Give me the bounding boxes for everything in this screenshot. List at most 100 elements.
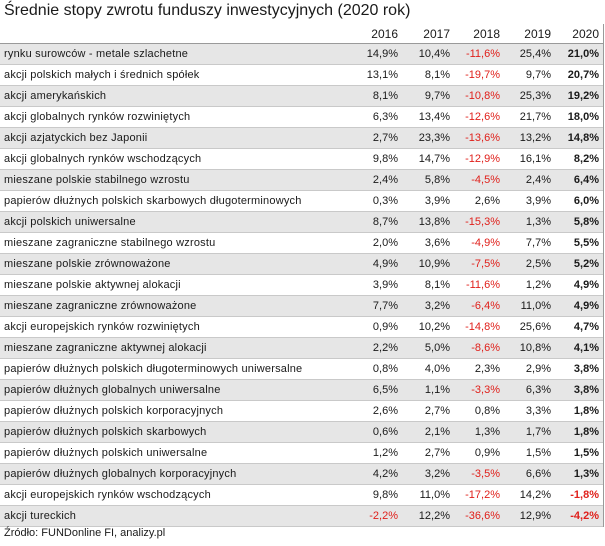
returns-table: 2016 2017 2018 2019 2020 rynku surowców … [0,24,603,527]
table-row: akcji europejskich rynków rozwiniętych 0,… [0,316,603,338]
return-cell-2020: 21,0% [555,43,603,65]
return-cell-2016: 0,8% [347,358,402,380]
return-cell-2019: 12,9% [504,505,555,527]
return-cell-2019: 6,6% [504,463,555,485]
fund-type-cell: papierów dłużnych polskich korporacyjnyc… [0,400,347,422]
return-cell-2019: 25,3% [504,85,555,107]
return-cell-2019: 11,0% [504,295,555,317]
header-fund-type [0,24,347,44]
return-cell-2016: 4,9% [347,253,402,275]
return-cell-2017: 10,9% [402,253,454,275]
return-cell-2018: -11,6% [454,274,504,296]
return-cell-2017: 8,1% [402,64,454,86]
table-row: akcji amerykańskich 8,1% 9,7% -10,8% 25,3% 19… [0,85,603,107]
return-cell-2018: -13,6% [454,127,504,149]
return-cell-2019: 2,4% [504,169,555,191]
return-cell-2018: -10,8% [454,85,504,107]
fund-type-cell: akcji polskich małych i średnich spółek [0,64,347,86]
return-cell-2016: 2,6% [347,400,402,422]
return-cell-2018: 0,9% [454,442,504,464]
return-cell-2017: 10,2% [402,316,454,338]
return-cell-2019: 7,7% [504,232,555,254]
return-cell-2017: 8,1% [402,274,454,296]
header-year-2017: 2017 [402,24,454,44]
return-cell-2016: 13,1% [347,64,402,86]
return-cell-2016: 3,9% [347,274,402,296]
return-cell-2016: 9,8% [347,148,402,170]
table-row: papierów dłużnych polskich uniwersalne 1,… [0,442,603,464]
table-row: akcji globalnych rynków wschodzących 9,8%… [0,148,603,170]
return-cell-2020: 3,8% [555,358,603,380]
return-cell-2019: 13,2% [504,127,555,149]
fund-type-cell: mieszane zagraniczne stabilnego wzrostu [0,232,347,254]
return-cell-2020: 4,9% [555,274,603,296]
return-cell-2018: 0,8% [454,400,504,422]
return-cell-2019: 16,1% [504,148,555,170]
fund-type-cell: papierów dłużnych polskich długoterminow… [0,358,347,380]
return-cell-2016: 0,3% [347,190,402,212]
return-cell-2016: 1,2% [347,442,402,464]
return-cell-2019: 9,7% [504,64,555,86]
fund-type-cell: akcji azjatyckich bez Japonii [0,127,347,149]
header-year-2020: 2020 [555,24,603,44]
return-cell-2016: -2,2% [347,505,402,527]
fund-type-cell: akcji polskich uniwersalne [0,211,347,233]
return-cell-2016: 6,5% [347,379,402,401]
return-cell-2017: 2,7% [402,400,454,422]
return-cell-2020: -1,8% [555,484,603,506]
return-cell-2017: 1,1% [402,379,454,401]
return-cell-2016: 4,2% [347,463,402,485]
table-row: akcji polskich uniwersalne 8,7% 13,8% -15,3… [0,211,603,233]
return-cell-2018: -4,9% [454,232,504,254]
table-row: mieszane zagraniczne stabilnego wzrostu 2… [0,232,603,254]
table-row: mieszane zagraniczne aktywnej alokacji 2,… [0,337,603,359]
fund-type-cell: papierów dłużnych polskich uniwersalne [0,442,347,464]
return-cell-2019: 3,9% [504,190,555,212]
return-cell-2017: 4,0% [402,358,454,380]
return-cell-2017: 3,9% [402,190,454,212]
return-cell-2020: 6,4% [555,169,603,191]
fund-type-cell: rynku surowców - metale szlachetne [0,43,347,65]
return-cell-2017: 13,4% [402,106,454,128]
fund-type-cell: mieszane polskie zrównoważone [0,253,347,275]
return-cell-2019: 3,3% [504,400,555,422]
return-cell-2019: 1,3% [504,211,555,233]
table-row: papierów dłużnych polskich korporacyjnyc… [0,400,603,422]
fund-type-cell: papierów dłużnych polskich skarbowych dł… [0,190,347,212]
return-cell-2020: 5,2% [555,253,603,275]
return-cell-2018: -4,5% [454,169,504,191]
return-cell-2017: 11,0% [402,484,454,506]
return-cell-2018: 2,6% [454,190,504,212]
return-cell-2020: 4,7% [555,316,603,338]
return-cell-2016: 8,7% [347,211,402,233]
return-cell-2020: 1,3% [555,463,603,485]
fund-type-cell: akcji globalnych rynków wschodzących [0,148,347,170]
return-cell-2018: -15,3% [454,211,504,233]
table-row: mieszane polskie zrównoważone 4,9% 10,9% -7… [0,253,603,275]
fund-type-cell: mieszane zagraniczne zrównoważone [0,295,347,317]
return-cell-2016: 6,3% [347,106,402,128]
return-cell-2018: 1,3% [454,421,504,443]
return-cell-2020: 18,0% [555,106,603,128]
return-cell-2017: 2,7% [402,442,454,464]
table-row: akcji tureckich -2,2% 12,2% -36,6% 12,9% -4,2… [0,505,603,527]
return-cell-2017: 3,6% [402,232,454,254]
return-cell-2020: 1,8% [555,400,603,422]
return-cell-2020: 1,5% [555,442,603,464]
return-cell-2020: 4,9% [555,295,603,317]
return-cell-2020: 4,1% [555,337,603,359]
return-cell-2019: 21,7% [504,106,555,128]
table-row: papierów dłużnych globalnych korporacyjn… [0,463,603,485]
table-body: rynku surowców - metale szlachetne 14,9% 1… [0,43,603,527]
return-cell-2017: 10,4% [402,43,454,65]
return-cell-2020: 6,0% [555,190,603,212]
table-row: rynku surowców - metale szlachetne 14,9% 1… [0,43,603,65]
table-row: papierów dłużnych polskich długoterminow… [0,358,603,380]
return-cell-2018: -6,4% [454,295,504,317]
return-cell-2020: 20,7% [555,64,603,86]
fund-type-cell: akcji europejskich rynków wschodzących [0,484,347,506]
fund-type-cell: papierów dłużnych globalnych uniwersalne [0,379,347,401]
fund-type-cell: papierów dłużnych globalnych korporacyjn… [0,463,347,485]
return-cell-2017: 5,0% [402,337,454,359]
return-cell-2017: 12,2% [402,505,454,527]
